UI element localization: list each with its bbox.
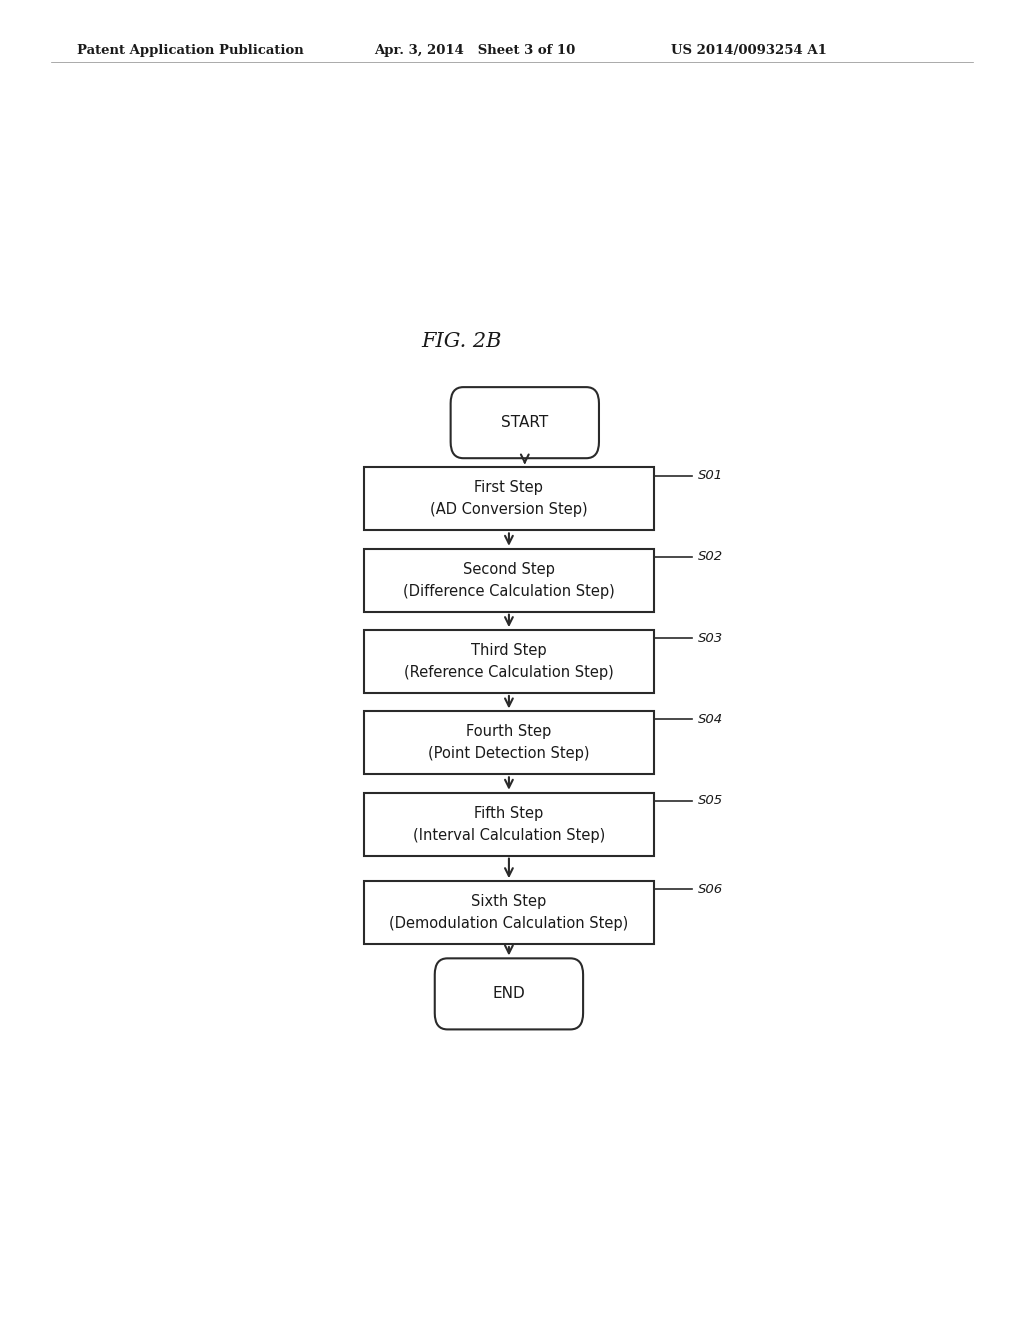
FancyBboxPatch shape	[365, 711, 653, 775]
Text: END: END	[493, 986, 525, 1002]
FancyBboxPatch shape	[451, 387, 599, 458]
Text: START: START	[501, 416, 549, 430]
Text: Sixth Step
(Demodulation Calculation Step): Sixth Step (Demodulation Calculation Ste…	[389, 894, 629, 931]
Text: S05: S05	[698, 795, 723, 808]
Text: Fourth Step
(Point Detection Step): Fourth Step (Point Detection Step)	[428, 725, 590, 762]
FancyBboxPatch shape	[365, 880, 653, 944]
Text: S02: S02	[698, 550, 723, 564]
Text: S04: S04	[698, 713, 723, 726]
FancyBboxPatch shape	[435, 958, 583, 1030]
Text: US 2014/0093254 A1: US 2014/0093254 A1	[671, 44, 826, 57]
Text: FIG. 2B: FIG. 2B	[421, 331, 502, 351]
Text: Fifth Step
(Interval Calculation Step): Fifth Step (Interval Calculation Step)	[413, 805, 605, 842]
Text: First Step
(AD Conversion Step): First Step (AD Conversion Step)	[430, 480, 588, 517]
FancyBboxPatch shape	[365, 792, 653, 855]
FancyBboxPatch shape	[365, 467, 653, 531]
Text: S03: S03	[698, 632, 723, 644]
Text: Third Step
(Reference Calculation Step): Third Step (Reference Calculation Step)	[404, 643, 613, 680]
Text: Apr. 3, 2014   Sheet 3 of 10: Apr. 3, 2014 Sheet 3 of 10	[374, 44, 575, 57]
Text: S01: S01	[698, 469, 723, 482]
FancyBboxPatch shape	[365, 549, 653, 611]
Text: Patent Application Publication: Patent Application Publication	[77, 44, 303, 57]
FancyBboxPatch shape	[365, 630, 653, 693]
Text: S06: S06	[698, 883, 723, 896]
Text: Second Step
(Difference Calculation Step): Second Step (Difference Calculation Step…	[403, 561, 614, 599]
